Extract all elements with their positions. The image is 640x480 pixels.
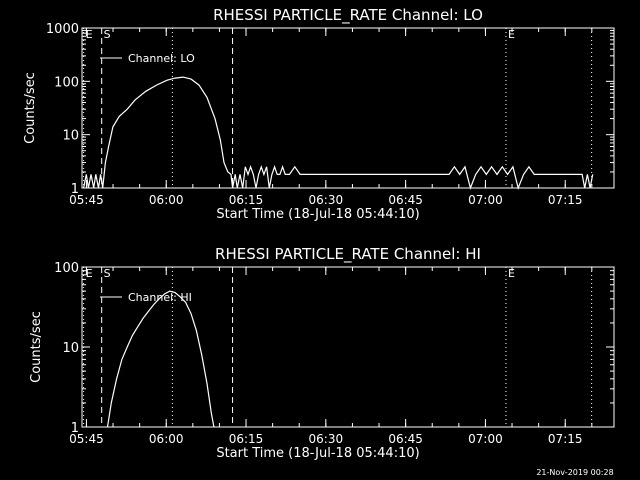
series-line-channel-hi	[106, 290, 215, 428]
x-tick-label: 06:30	[309, 432, 344, 446]
x-axis-label: Start Time (18-Jul-18 05:44:10)	[216, 207, 419, 222]
x-tick-label: 07:00	[468, 193, 503, 207]
x-tick-label: 06:00	[149, 432, 184, 446]
y-axis-label: Counts/sec	[23, 72, 38, 144]
x-tick-label: 06:30	[309, 193, 344, 207]
chart-title: RHESSI PARTICLE_RATE Channel: LO	[213, 6, 483, 25]
x-tick-label: 07:15	[548, 432, 583, 446]
x-tick-label: 05:45	[69, 432, 104, 446]
x-tick-label: 05:45	[69, 193, 104, 207]
x-tick-label: 06:45	[388, 432, 423, 446]
figure-timestamp: 21-Nov-2019 00:28	[536, 468, 613, 477]
plot-frame	[81, 27, 615, 189]
x-tick-label: 07:00	[468, 432, 503, 446]
x-tick-label: 06:00	[149, 193, 184, 207]
x-tick-label: 06:45	[388, 193, 423, 207]
y-tick-label: 10	[62, 341, 79, 356]
x-axis-label: Start Time (18-Jul-18 05:44:10)	[216, 446, 419, 461]
y-tick-label: 100	[54, 261, 79, 276]
series-line-channel-lo	[83, 76, 594, 190]
y-tick-label: 1000	[46, 22, 79, 37]
event-marker-label: E	[508, 28, 515, 41]
event-marker-label: E	[508, 267, 515, 280]
x-tick-label: 06:15	[229, 193, 264, 207]
y-tick-label: 1	[71, 421, 79, 436]
y-tick-label: 1	[71, 182, 79, 197]
x-tick-label: 06:15	[229, 432, 264, 446]
event-marker-label: E	[86, 28, 93, 41]
legend-label: Channel: LO	[128, 52, 195, 65]
event-marker-label: S	[104, 267, 111, 280]
event-marker-label: E	[86, 267, 93, 280]
x-tick-label: 07:15	[548, 193, 583, 207]
chart-title: RHESSI PARTICLE_RATE Channel: HI	[215, 245, 481, 264]
event-marker-label: S	[104, 28, 111, 41]
y-tick-label: 10	[62, 129, 79, 144]
y-tick-label: 100	[54, 75, 79, 90]
y-axis-label: Counts/sec	[29, 311, 44, 383]
